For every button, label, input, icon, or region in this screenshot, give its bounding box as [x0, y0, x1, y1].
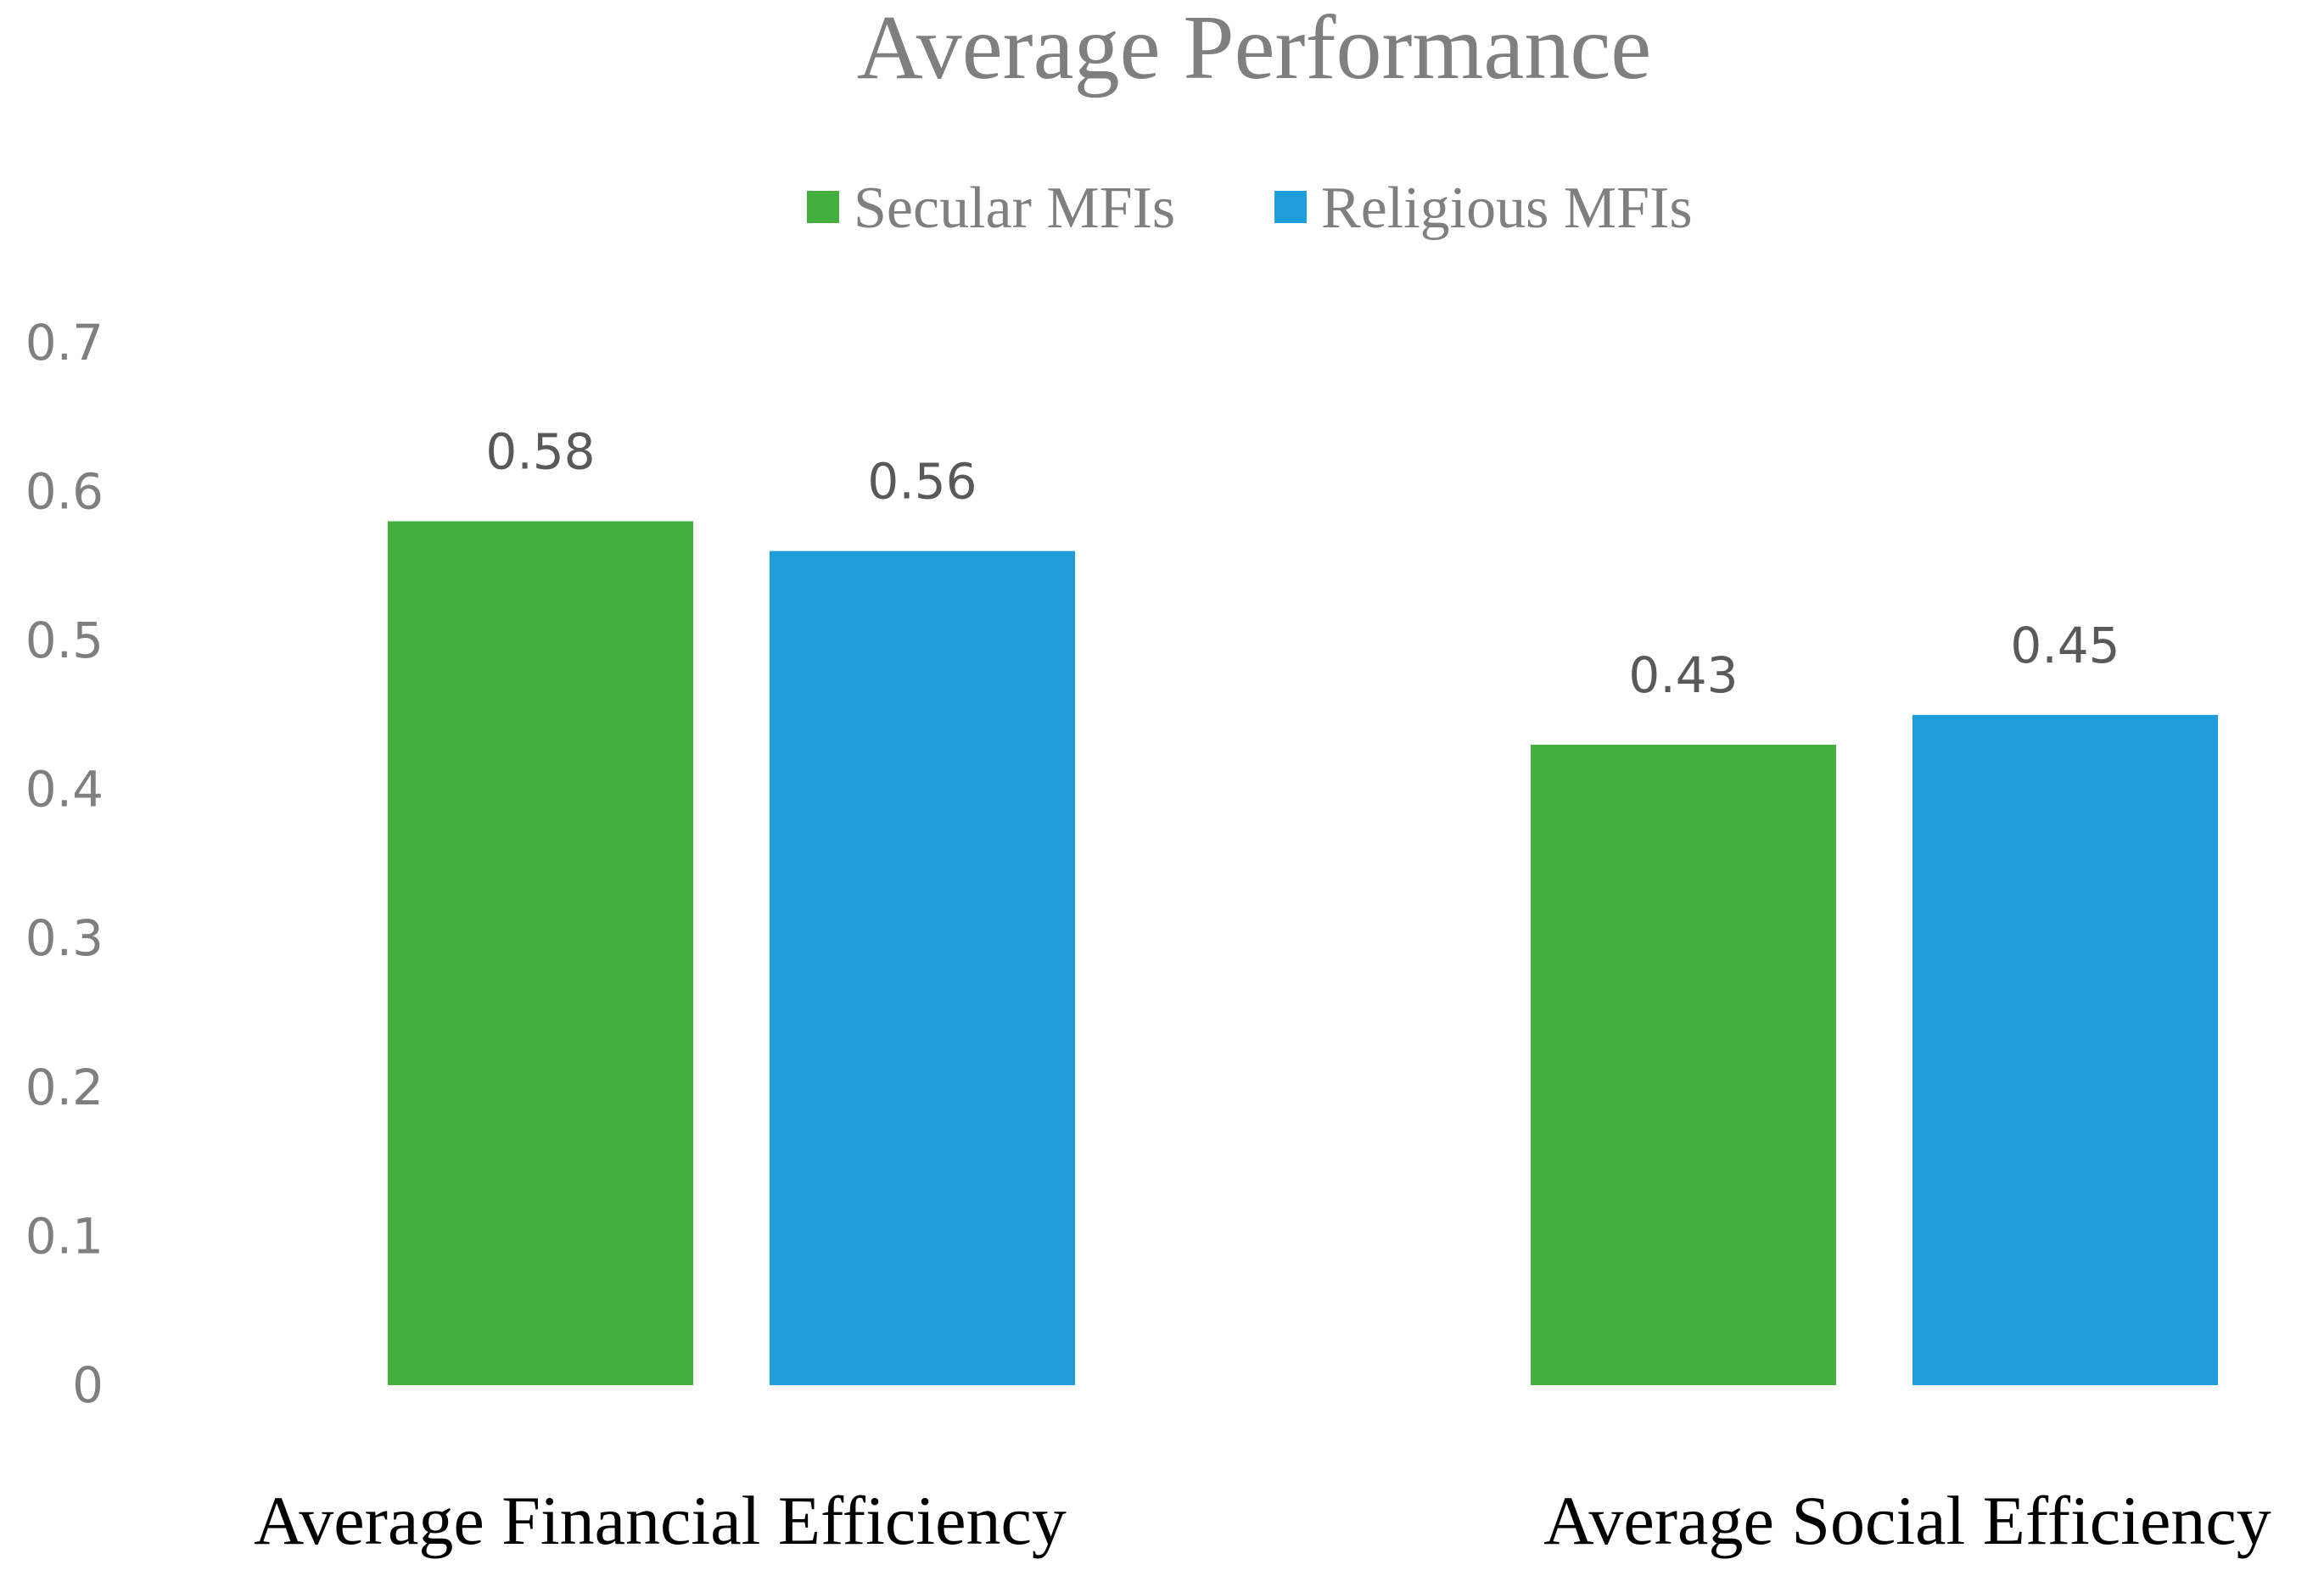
y-tick-label: 0 — [72, 1356, 104, 1414]
x-axis: Average Financial Efficiency Average Soci… — [254, 1482, 2271, 1559]
y-tick-label: 0.2 — [25, 1059, 104, 1116]
y-tick-label: 0.7 — [25, 314, 104, 372]
y-tick-label: 0.3 — [25, 909, 104, 967]
y-tick-label: 0.5 — [25, 612, 104, 669]
legend-label-secular: Secular MFIs — [854, 176, 1175, 241]
y-axis: 0 0.1 0.2 0.3 0.4 0.5 0.6 0.7 — [25, 314, 104, 1414]
x-tick-label: Average Financial Efficiency — [254, 1482, 1067, 1559]
data-label: 0.56 — [867, 453, 977, 511]
y-tick-label: 0.4 — [25, 761, 104, 819]
legend: Secular MFIs Religious MFIs — [807, 176, 1693, 241]
bar-secular-0 — [388, 521, 693, 1385]
chart-title: Average Performance — [857, 0, 1651, 98]
bar-religious-0 — [770, 550, 1075, 1385]
x-tick-label: Average Social Efficiency — [1543, 1482, 2271, 1559]
value-labels: 0.58 0.56 0.43 0.45 — [485, 423, 2120, 704]
legend-swatch-secular — [807, 191, 839, 223]
data-label: 0.45 — [2010, 617, 2120, 674]
data-label: 0.43 — [1628, 646, 1738, 704]
bars — [388, 521, 2218, 1385]
data-label: 0.58 — [485, 423, 595, 481]
bar-secular-1 — [1531, 744, 1836, 1385]
legend-swatch-religious — [1274, 191, 1307, 223]
bar-religious-1 — [1912, 714, 2218, 1385]
y-tick-label: 0.1 — [25, 1207, 104, 1265]
legend-label-religious: Religious MFIs — [1321, 176, 1693, 241]
y-tick-label: 0.6 — [25, 462, 104, 520]
